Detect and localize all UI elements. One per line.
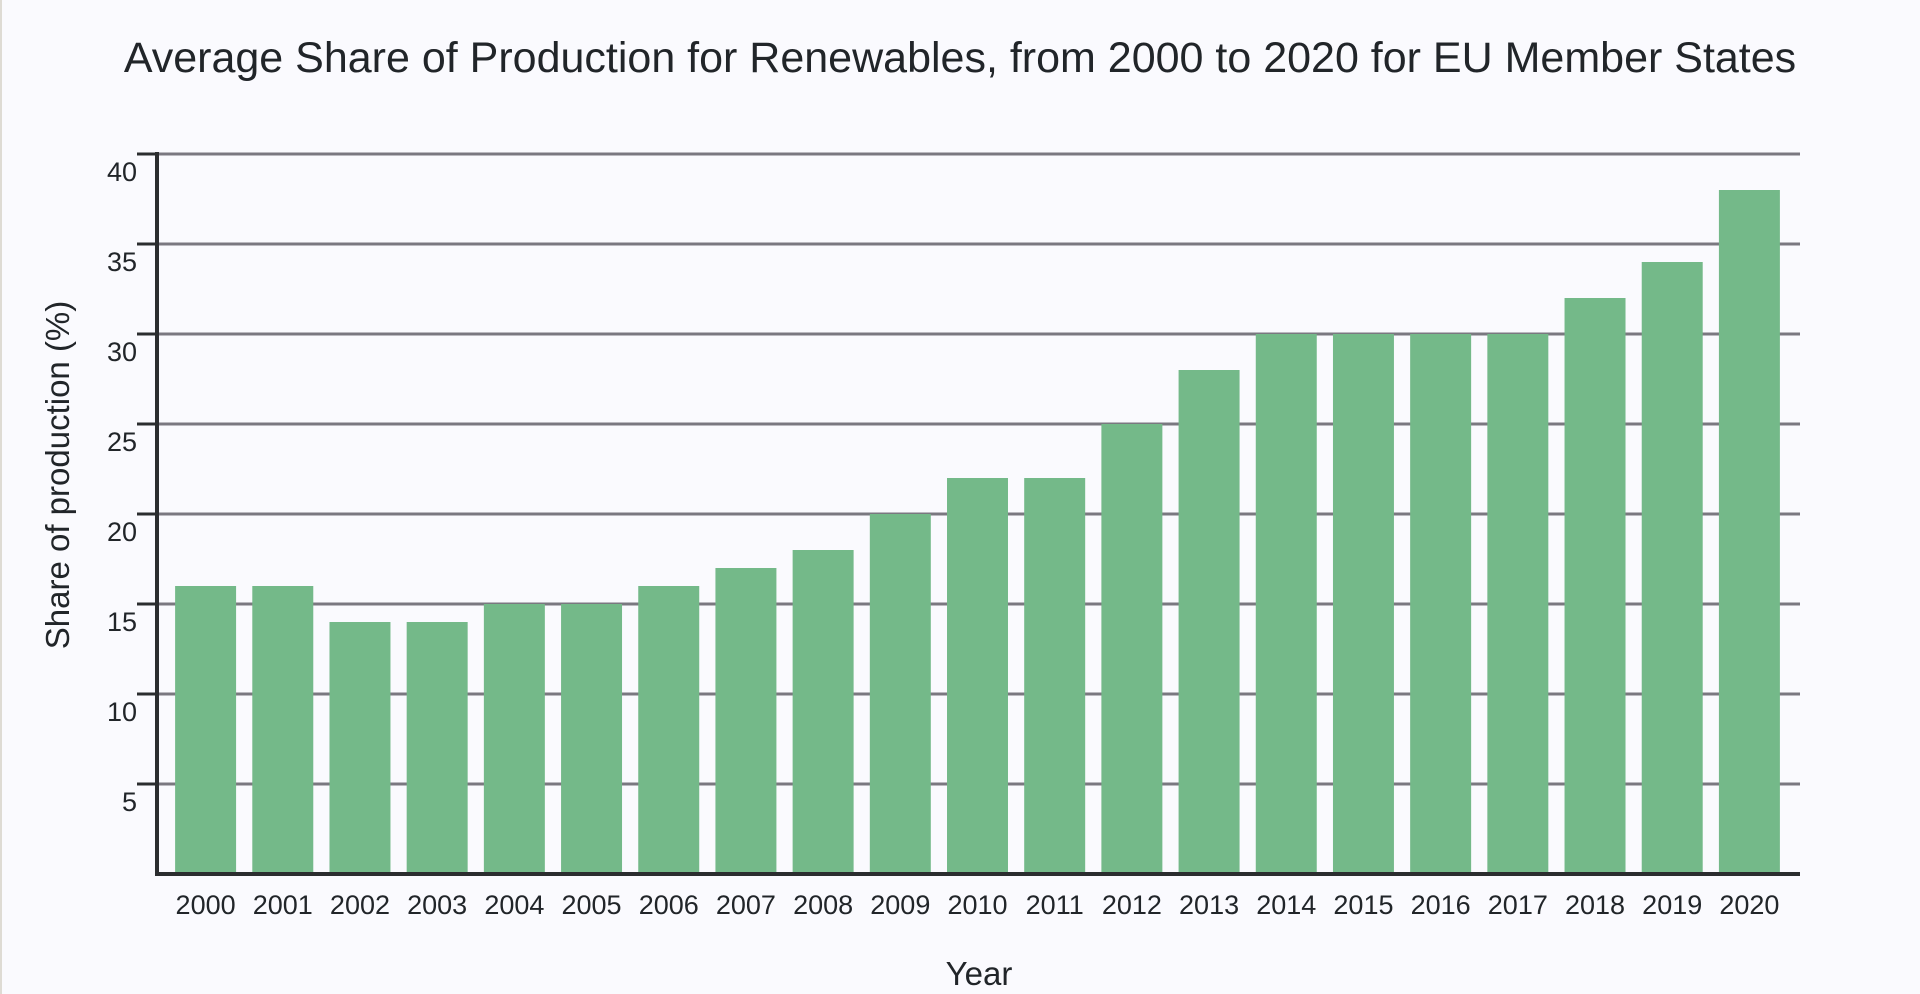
- bar-2013: [1178, 370, 1240, 874]
- x-tick-label: 2010: [947, 890, 1007, 920]
- bar-2009: [869, 514, 931, 874]
- bar-2004: [483, 604, 545, 874]
- bar-2001: [252, 586, 314, 874]
- bar-2017: [1487, 334, 1549, 874]
- x-tick-label: 2018: [1565, 890, 1625, 920]
- page-left-border: [0, 0, 2, 994]
- y-tick-label: 25: [107, 427, 137, 457]
- bar-2011: [1024, 478, 1086, 874]
- bar-2018: [1564, 298, 1626, 874]
- y-tick-labels: 5 10 15 20 25 30 35 40: [107, 157, 137, 817]
- axes: [137, 152, 1800, 876]
- x-tick-label: 2002: [330, 890, 390, 920]
- bar-2000: [175, 586, 237, 874]
- x-tick-label: 2019: [1642, 890, 1702, 920]
- x-tick-label: 2012: [1102, 890, 1162, 920]
- x-tick-labels: 2000 2001 2002 2003 2004 2005 2006 2007 2008 2009…: [176, 890, 1780, 920]
- x-tick-label: 2014: [1256, 890, 1316, 920]
- bar-2020: [1718, 190, 1780, 874]
- x-tick-label: 2003: [407, 890, 467, 920]
- x-tick-label: 2005: [562, 890, 622, 920]
- y-tick-label: 15: [107, 607, 137, 637]
- x-tick-label: 2006: [639, 890, 699, 920]
- x-tick-label: 2020: [1719, 890, 1779, 920]
- x-tick-label: 2017: [1488, 890, 1548, 920]
- bar-2007: [715, 568, 777, 874]
- bar-2014: [1255, 334, 1317, 874]
- x-tick-label: 2011: [1026, 890, 1084, 920]
- bar-2008: [792, 550, 854, 874]
- y-axis-title: Share of production (%): [39, 301, 76, 650]
- bars: [175, 190, 1780, 874]
- bar-2005: [561, 604, 623, 874]
- y-tick-label: 10: [107, 697, 137, 727]
- bar-2016: [1410, 334, 1472, 874]
- x-tick-label: 2013: [1179, 890, 1239, 920]
- x-tick-label: 2008: [793, 890, 853, 920]
- x-tick-label: 2004: [484, 890, 544, 920]
- bar-2003: [406, 622, 468, 874]
- y-tick-label: 5: [122, 787, 137, 817]
- x-tick-label: 2007: [716, 890, 776, 920]
- y-tick-label: 35: [107, 247, 137, 277]
- bar-2015: [1332, 334, 1394, 874]
- bar-2012: [1101, 424, 1163, 874]
- x-tick-label: 2016: [1411, 890, 1471, 920]
- bar-2019: [1641, 262, 1703, 874]
- x-tick-label: 2015: [1333, 890, 1393, 920]
- x-tick-label: 2001: [253, 890, 313, 920]
- chart-title: Average Share of Production for Renewabl…: [124, 34, 1796, 82]
- bar-2002: [329, 622, 391, 874]
- bar-2006: [638, 586, 700, 874]
- y-tick-label: 30: [107, 337, 137, 367]
- bar-2010: [947, 478, 1008, 874]
- y-tick-label: 40: [107, 157, 137, 187]
- x-axis-title: Year: [946, 955, 1013, 992]
- y-tick-label: 20: [107, 517, 137, 547]
- x-tick-label: 2000: [176, 890, 236, 920]
- x-tick-label: 2009: [870, 890, 930, 920]
